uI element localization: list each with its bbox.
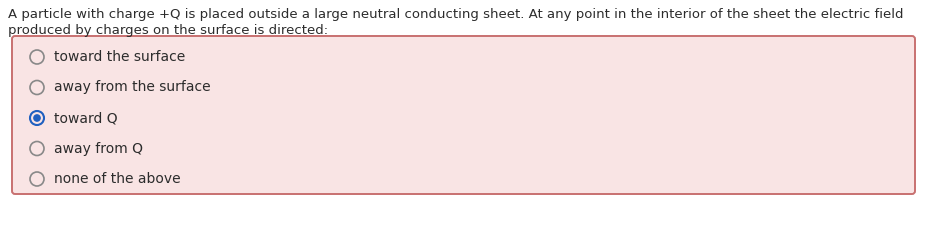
Text: none of the above: none of the above [54, 172, 181, 186]
Circle shape [30, 80, 44, 94]
Circle shape [30, 111, 44, 125]
Circle shape [30, 141, 44, 155]
Circle shape [30, 172, 44, 186]
Text: away from the surface: away from the surface [54, 80, 210, 94]
Text: toward Q: toward Q [54, 111, 118, 125]
Text: A particle with charge +Q is placed outside a large neutral conducting sheet. At: A particle with charge +Q is placed outs… [8, 8, 904, 21]
Text: away from Q: away from Q [54, 141, 143, 155]
Circle shape [30, 50, 44, 64]
Text: produced by charges on the surface is directed:: produced by charges on the surface is di… [8, 24, 328, 37]
Text: toward the surface: toward the surface [54, 50, 185, 64]
FancyBboxPatch shape [12, 36, 915, 194]
Circle shape [33, 114, 41, 122]
